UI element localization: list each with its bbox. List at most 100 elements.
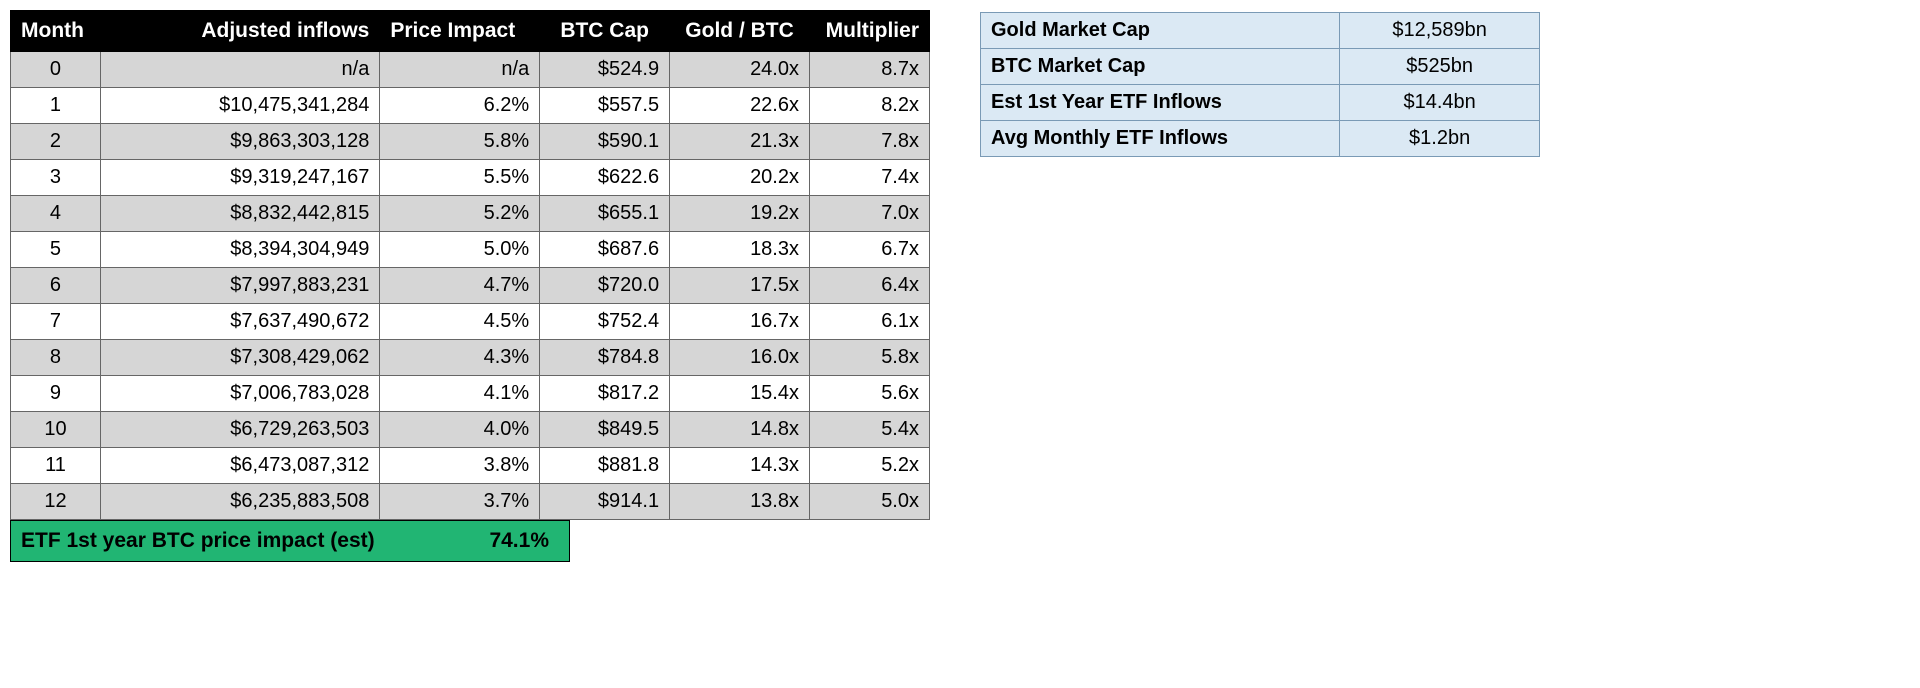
cell-btc-cap: $849.5 [540, 412, 670, 448]
cell-inflows: $8,832,442,815 [100, 196, 379, 232]
cell-btc-cap: $524.9 [540, 52, 670, 88]
side-cell-label: Avg Monthly ETF Inflows [981, 121, 1340, 157]
cell-gold-btc: 14.3x [670, 448, 810, 484]
cell-impact: 5.5% [380, 160, 540, 196]
summary-row: ETF 1st year BTC price impact (est) 74.1… [10, 520, 570, 562]
cell-gold-btc: 20.2x [670, 160, 810, 196]
cell-multiplier: 8.2x [810, 88, 930, 124]
cell-multiplier: 5.6x [810, 376, 930, 412]
table-row: 7$7,637,490,6724.5%$752.416.7x6.1x [11, 304, 930, 340]
cell-inflows: n/a [100, 52, 379, 88]
cell-month: 6 [11, 268, 101, 304]
side-table-row: BTC Market Cap$525bn [981, 49, 1540, 85]
cell-multiplier: 5.8x [810, 340, 930, 376]
side-cell-value: $12,589bn [1340, 13, 1540, 49]
side-table-row: Gold Market Cap$12,589bn [981, 13, 1540, 49]
left-column: Month Adjusted inflows Price Impact BTC … [10, 10, 930, 562]
cell-inflows: $7,637,490,672 [100, 304, 379, 340]
col-header-inflows: Adjusted inflows [100, 11, 379, 52]
cell-btc-cap: $720.0 [540, 268, 670, 304]
right-column: Gold Market Cap$12,589bnBTC Market Cap$5… [980, 10, 1540, 157]
market-cap-table: Gold Market Cap$12,589bnBTC Market Cap$5… [980, 12, 1540, 157]
cell-gold-btc: 22.6x [670, 88, 810, 124]
cell-gold-btc: 18.3x [670, 232, 810, 268]
cell-impact: 4.7% [380, 268, 540, 304]
cell-inflows: $6,235,883,508 [100, 484, 379, 520]
col-header-month: Month [11, 11, 101, 52]
cell-gold-btc: 21.3x [670, 124, 810, 160]
cell-inflows: $10,475,341,284 [100, 88, 379, 124]
cell-inflows: $8,394,304,949 [100, 232, 379, 268]
col-header-gold-btc: Gold / BTC [670, 11, 810, 52]
cell-gold-btc: 13.8x [670, 484, 810, 520]
cell-month: 10 [11, 412, 101, 448]
cell-gold-btc: 16.0x [670, 340, 810, 376]
cell-month: 7 [11, 304, 101, 340]
table-row: 0n/an/a$524.924.0x8.7x [11, 52, 930, 88]
table-row: 11$6,473,087,3123.8%$881.814.3x5.2x [11, 448, 930, 484]
cell-impact: 3.8% [380, 448, 540, 484]
cell-btc-cap: $784.8 [540, 340, 670, 376]
cell-month: 4 [11, 196, 101, 232]
cell-inflows: $6,729,263,503 [100, 412, 379, 448]
cell-btc-cap: $655.1 [540, 196, 670, 232]
side-table-row: Avg Monthly ETF Inflows$1.2bn [981, 121, 1540, 157]
side-cell-value: $525bn [1340, 49, 1540, 85]
cell-multiplier: 7.4x [810, 160, 930, 196]
cell-month: 2 [11, 124, 101, 160]
cell-inflows: $9,863,303,128 [100, 124, 379, 160]
cell-month: 3 [11, 160, 101, 196]
cell-gold-btc: 16.7x [670, 304, 810, 340]
cell-month: 1 [11, 88, 101, 124]
cell-impact: 5.8% [380, 124, 540, 160]
summary-label: ETF 1st year BTC price impact (est) [11, 521, 385, 561]
cell-btc-cap: $557.5 [540, 88, 670, 124]
cell-btc-cap: $914.1 [540, 484, 670, 520]
cell-btc-cap: $622.6 [540, 160, 670, 196]
cell-gold-btc: 15.4x [670, 376, 810, 412]
cell-month: 8 [11, 340, 101, 376]
cell-inflows: $7,308,429,062 [100, 340, 379, 376]
cell-multiplier: 5.2x [810, 448, 930, 484]
cell-multiplier: 5.0x [810, 484, 930, 520]
side-cell-label: BTC Market Cap [981, 49, 1340, 85]
cell-gold-btc: 17.5x [670, 268, 810, 304]
cell-multiplier: 5.4x [810, 412, 930, 448]
col-header-btc-cap: BTC Cap [540, 11, 670, 52]
cell-inflows: $6,473,087,312 [100, 448, 379, 484]
side-cell-label: Est 1st Year ETF Inflows [981, 85, 1340, 121]
cell-impact: 6.2% [380, 88, 540, 124]
btc-inflows-table: Month Adjusted inflows Price Impact BTC … [10, 10, 930, 520]
cell-multiplier: 6.4x [810, 268, 930, 304]
cell-multiplier: 8.7x [810, 52, 930, 88]
side-table-row: Est 1st Year ETF Inflows$14.4bn [981, 85, 1540, 121]
table-row: 2$9,863,303,1285.8%$590.121.3x7.8x [11, 124, 930, 160]
cell-impact: 4.3% [380, 340, 540, 376]
cell-btc-cap: $881.8 [540, 448, 670, 484]
summary-value: 74.1% [489, 521, 569, 561]
table-row: 12$6,235,883,5083.7%$914.113.8x5.0x [11, 484, 930, 520]
table-row: 9$7,006,783,0284.1%$817.215.4x5.6x [11, 376, 930, 412]
cell-btc-cap: $687.6 [540, 232, 670, 268]
table-row: 5$8,394,304,9495.0%$687.618.3x6.7x [11, 232, 930, 268]
cell-multiplier: 7.0x [810, 196, 930, 232]
cell-impact: 4.5% [380, 304, 540, 340]
cell-impact: 4.1% [380, 376, 540, 412]
cell-month: 9 [11, 376, 101, 412]
table-header-row: Month Adjusted inflows Price Impact BTC … [11, 11, 930, 52]
cell-month: 11 [11, 448, 101, 484]
cell-gold-btc: 14.8x [670, 412, 810, 448]
cell-month: 5 [11, 232, 101, 268]
cell-impact: 4.0% [380, 412, 540, 448]
table-row: 1$10,475,341,2846.2%$557.522.6x8.2x [11, 88, 930, 124]
table-row: 3$9,319,247,1675.5%$622.620.2x7.4x [11, 160, 930, 196]
table-row: 8$7,308,429,0624.3%$784.816.0x5.8x [11, 340, 930, 376]
cell-month: 12 [11, 484, 101, 520]
cell-btc-cap: $752.4 [540, 304, 670, 340]
cell-inflows: $7,997,883,231 [100, 268, 379, 304]
table-row: 10$6,729,263,5034.0%$849.514.8x5.4x [11, 412, 930, 448]
cell-btc-cap: $590.1 [540, 124, 670, 160]
cell-multiplier: 7.8x [810, 124, 930, 160]
cell-inflows: $7,006,783,028 [100, 376, 379, 412]
cell-multiplier: 6.7x [810, 232, 930, 268]
